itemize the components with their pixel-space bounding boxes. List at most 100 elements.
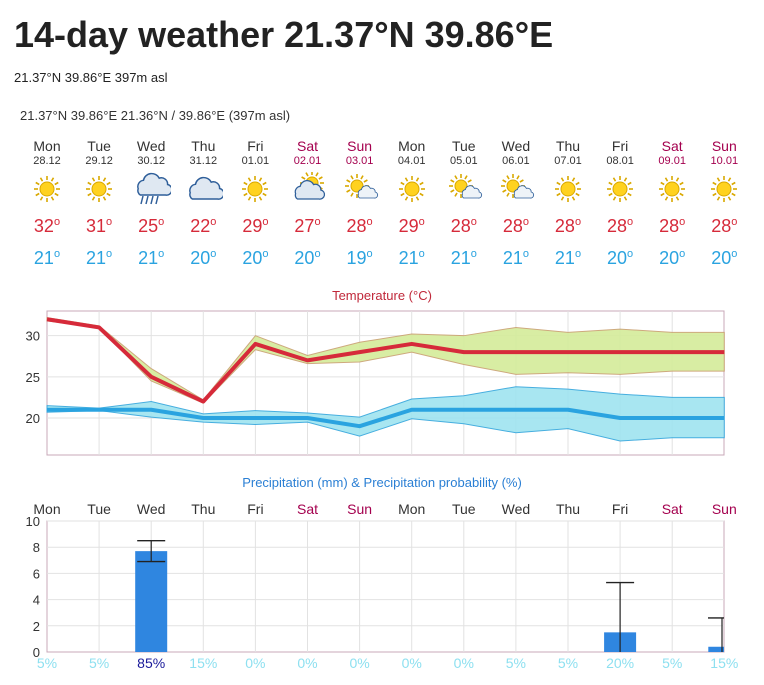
x-tick-label: Wed (137, 501, 166, 517)
max-temp-value: 28 (502, 216, 523, 236)
rain-cloud-icon (137, 172, 172, 205)
temperature-chart: 20 25 30 (26, 310, 725, 456)
min-temp: 21o (438, 248, 490, 269)
degree-sign: o (418, 248, 425, 260)
degree-sign: o (679, 248, 686, 260)
day-name: Sun (347, 138, 373, 154)
degree-sign: o (627, 216, 634, 228)
max-temp-value: 28 (659, 216, 680, 236)
max-temp: 25o (125, 216, 177, 237)
max-temp-value: 29 (242, 216, 263, 236)
max-temp-value: 28 (607, 216, 628, 236)
temperature-line (46, 317, 725, 404)
max-temp: 28o (646, 216, 698, 237)
precipitation-probability: 85% (137, 655, 166, 671)
degree-sign: o (522, 216, 529, 228)
day-date: 09.01 (658, 155, 686, 167)
precipitation-probability: 0% (349, 655, 370, 671)
precipitation-probability: 15% (710, 655, 739, 671)
max-temp: 28o (542, 216, 594, 237)
min-temp-value: 21 (502, 248, 523, 268)
day-date: 30.12 (137, 155, 165, 167)
sun-small-cloud-icon (448, 174, 482, 199)
x-tick-label: Tue (452, 501, 476, 517)
degree-sign: o (210, 216, 217, 228)
max-temp: 29o (386, 216, 438, 237)
day-column: Sat 09.01 (646, 138, 698, 167)
y-tick-label: 30 (26, 329, 40, 344)
precipitation-bar (135, 551, 168, 652)
sun-icon (242, 176, 269, 202)
max-temp-value: 28 (711, 216, 732, 236)
day-date: 03.01 (345, 155, 374, 167)
day-date: 10.01 (710, 155, 739, 167)
precipitation-bar (708, 646, 724, 652)
sun-icon (711, 176, 738, 202)
day-column: Tue 29.12 (73, 138, 125, 167)
x-tick-label: Thu (191, 501, 215, 517)
day-column: Tue 05.01 (438, 138, 490, 167)
precipitation-chart-title-text: Precipitation (mm) & Precipitation proba… (242, 475, 522, 490)
degree-sign: o (314, 216, 321, 228)
x-tick-label: Sun (347, 501, 372, 517)
min-temp-value: 21 (398, 248, 419, 268)
x-tick-label: Mon (33, 501, 60, 517)
max-temp: 22o (177, 216, 229, 237)
degree-sign: o (210, 248, 217, 260)
day-column: Wed 06.01 (490, 138, 542, 167)
x-tick-label: Fri (247, 501, 263, 517)
day-name: Sat (661, 138, 683, 154)
min-temp: 20o (698, 248, 750, 269)
day-name: Fri (611, 138, 629, 154)
day-date: 06.01 (502, 155, 530, 167)
x-tick-label: Sat (662, 501, 683, 517)
x-tick-label: Sat (297, 501, 318, 517)
min-temp-value: 21 (33, 248, 54, 268)
degree-sign: o (522, 248, 529, 260)
degree-sign: o (106, 216, 113, 228)
min-temp: 21o (386, 248, 438, 269)
precipitation-probability: 5% (36, 655, 58, 671)
day-name: Tue (87, 138, 111, 154)
sun-icon (34, 176, 60, 202)
x-tick-label: Thu (556, 501, 580, 517)
max-temp-value: 22 (190, 216, 211, 236)
forecast-band (46, 316, 725, 404)
precipitation-probability: 5% (662, 655, 683, 671)
degree-sign: o (470, 248, 477, 260)
sun-cloud-icon (294, 172, 325, 200)
max-temp: 28o (334, 216, 386, 237)
min-temp-value: 20 (190, 248, 211, 268)
min-temp-value: 20 (659, 248, 680, 268)
degree-sign: o (574, 248, 582, 260)
min-temp: 20o (229, 248, 281, 269)
degree-sign: o (418, 216, 425, 228)
max-temp: 27o (282, 216, 334, 237)
y-tick-label: 8 (33, 540, 40, 555)
degree-sign: o (366, 248, 373, 260)
day-column: Wed 30.12 (125, 138, 177, 167)
day-date: 07.01 (554, 155, 582, 167)
min-temp: 20o (646, 248, 698, 269)
precipitation-chart-title: Precipitation (mm) & Precipitation proba… (0, 475, 764, 490)
day-name: Thu (191, 138, 216, 154)
degree-sign: o (158, 216, 165, 228)
max-temp-value: 29 (398, 216, 419, 236)
min-temp-value: 20 (607, 248, 628, 268)
sun-icon (86, 176, 113, 202)
day-date: 04.01 (397, 155, 426, 167)
day-column: Mon 28.12 (21, 138, 73, 167)
sun-small-cloud-icon (500, 174, 534, 199)
min-temp-value: 21 (138, 248, 159, 268)
day-name: Sun (711, 138, 737, 154)
max-temp-value: 32 (33, 216, 54, 236)
day-name: Mon (398, 138, 426, 154)
degree-sign: o (574, 216, 582, 228)
degree-sign: o (627, 248, 634, 260)
day-date: 01.01 (241, 155, 270, 167)
degree-sign: o (366, 216, 373, 228)
degree-sign: o (731, 216, 738, 228)
y-tick-label: 4 (33, 593, 40, 608)
min-temp: 21o (125, 248, 177, 269)
